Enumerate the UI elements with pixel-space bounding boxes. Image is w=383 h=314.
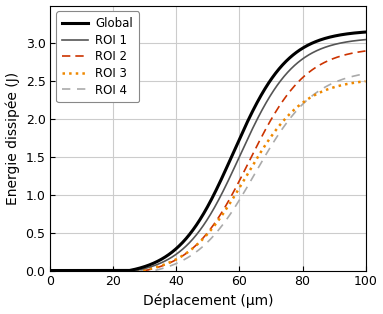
Global: [265, 84, 269, 88]
Global: [187, 233, 192, 237]
ROI 4: [175, 261, 180, 265]
ROI 1: [175, 251, 180, 255]
ROI 3: [80, 269, 85, 273]
Global: [80, 269, 85, 273]
ROI 3: [294, 106, 298, 110]
ROI 2: [48, 269, 53, 273]
ROI 3: [187, 249, 192, 253]
ROI 3: [265, 141, 269, 145]
ROI 4: [294, 109, 298, 113]
Legend: Global, ROI 1, ROI 2, ROI 3, ROI 4: Global, ROI 1, ROI 2, ROI 3, ROI 4: [56, 11, 139, 102]
Global: [300, 47, 304, 51]
ROI 3: [48, 269, 53, 273]
ROI 4: [363, 72, 368, 76]
ROI 2: [80, 269, 85, 273]
ROI 4: [300, 103, 304, 107]
ROI 1: [294, 62, 298, 66]
ROI 4: [48, 269, 53, 273]
ROI 4: [187, 255, 192, 259]
Y-axis label: Energie dissipée (J): Energie dissipée (J): [6, 72, 20, 205]
Global: [48, 269, 53, 273]
ROI 3: [300, 101, 304, 105]
Global: [175, 245, 180, 249]
Line: ROI 1: ROI 1: [51, 40, 365, 271]
Line: Global: Global: [51, 32, 365, 271]
ROI 1: [300, 57, 304, 61]
ROI 1: [187, 241, 192, 245]
ROI 1: [48, 269, 53, 273]
ROI 2: [265, 125, 269, 129]
ROI 1: [265, 100, 269, 103]
Global: [363, 30, 368, 34]
ROI 4: [80, 269, 85, 273]
ROI 3: [363, 79, 368, 83]
ROI 2: [300, 77, 304, 80]
ROI 1: [363, 38, 368, 41]
ROI 4: [265, 151, 269, 155]
Line: ROI 4: ROI 4: [51, 74, 365, 271]
ROI 2: [294, 82, 298, 86]
Line: ROI 3: ROI 3: [51, 81, 365, 271]
ROI 2: [187, 249, 192, 253]
ROI 2: [363, 49, 368, 53]
Global: [294, 51, 298, 54]
ROI 1: [80, 269, 85, 273]
ROI 3: [175, 257, 180, 260]
X-axis label: Déplacement (μm): Déplacement (μm): [143, 294, 273, 308]
Line: ROI 2: ROI 2: [51, 51, 365, 271]
ROI 2: [175, 257, 180, 261]
